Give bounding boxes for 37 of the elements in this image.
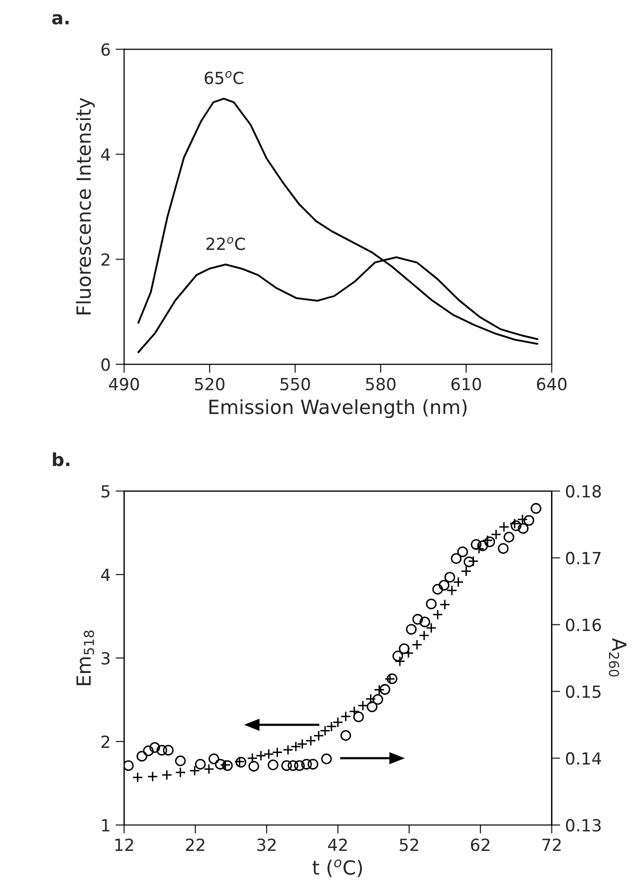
x-axis-title: t ($^{o}$C) [312, 859, 362, 878]
x-tick-label: 62 [470, 838, 490, 852]
y2-tick-label: 0.17 [566, 552, 601, 564]
x-tick-label: 12 [115, 838, 134, 851]
x-tick-label: 42 [328, 838, 347, 851]
y2-tick-label: 0.16 [566, 618, 601, 632]
x-tick-label: 22 [186, 838, 204, 851]
y-axis-title: Fluorescence Intensity [76, 98, 95, 314]
y-tick-label: 0 [101, 358, 110, 371]
y-tick-label: 4 [101, 148, 110, 161]
x-axis-title: Emission Wavelength (nm) [209, 399, 467, 418]
y2-tick-label: 0.18 [566, 485, 601, 498]
y-tick-label: 6 [101, 43, 110, 56]
x-tick-label: 32 [257, 838, 276, 852]
x-tick-label: 520 [195, 378, 224, 390]
y-tick-label: 1 [102, 819, 110, 832]
y-tick-label: 4 [101, 568, 110, 581]
series-label: 22$^{o}$C [206, 236, 245, 250]
y-tick-label: 2 [102, 253, 110, 266]
y-tick-label: 2 [102, 735, 110, 748]
y-tick-label: 5 [102, 485, 110, 498]
x-tick-label: 610 [451, 378, 481, 390]
x-tick-label: 490 [109, 378, 139, 390]
series-label: 65$^{o}$C [204, 71, 244, 84]
y-axis-title: Em$_{518}$ [76, 630, 94, 686]
y2-tick-label: 0.15 [566, 685, 601, 698]
y2-tick-label: 0.14 [566, 752, 602, 765]
y2-tick-label: 0.13 [566, 818, 601, 832]
chart-title: b. [52, 452, 70, 466]
x-tick-label: 580 [366, 378, 396, 390]
x-tick-label: 72 [542, 838, 561, 851]
x-tick-label: 550 [280, 378, 310, 390]
chart-title: a. [52, 14, 69, 25]
y-tick-label: 3 [102, 652, 110, 665]
x-tick-label: 52 [400, 838, 418, 852]
x-tick-label: 640 [536, 378, 566, 390]
y2-axis-title: A$_{260}$ [608, 638, 626, 677]
